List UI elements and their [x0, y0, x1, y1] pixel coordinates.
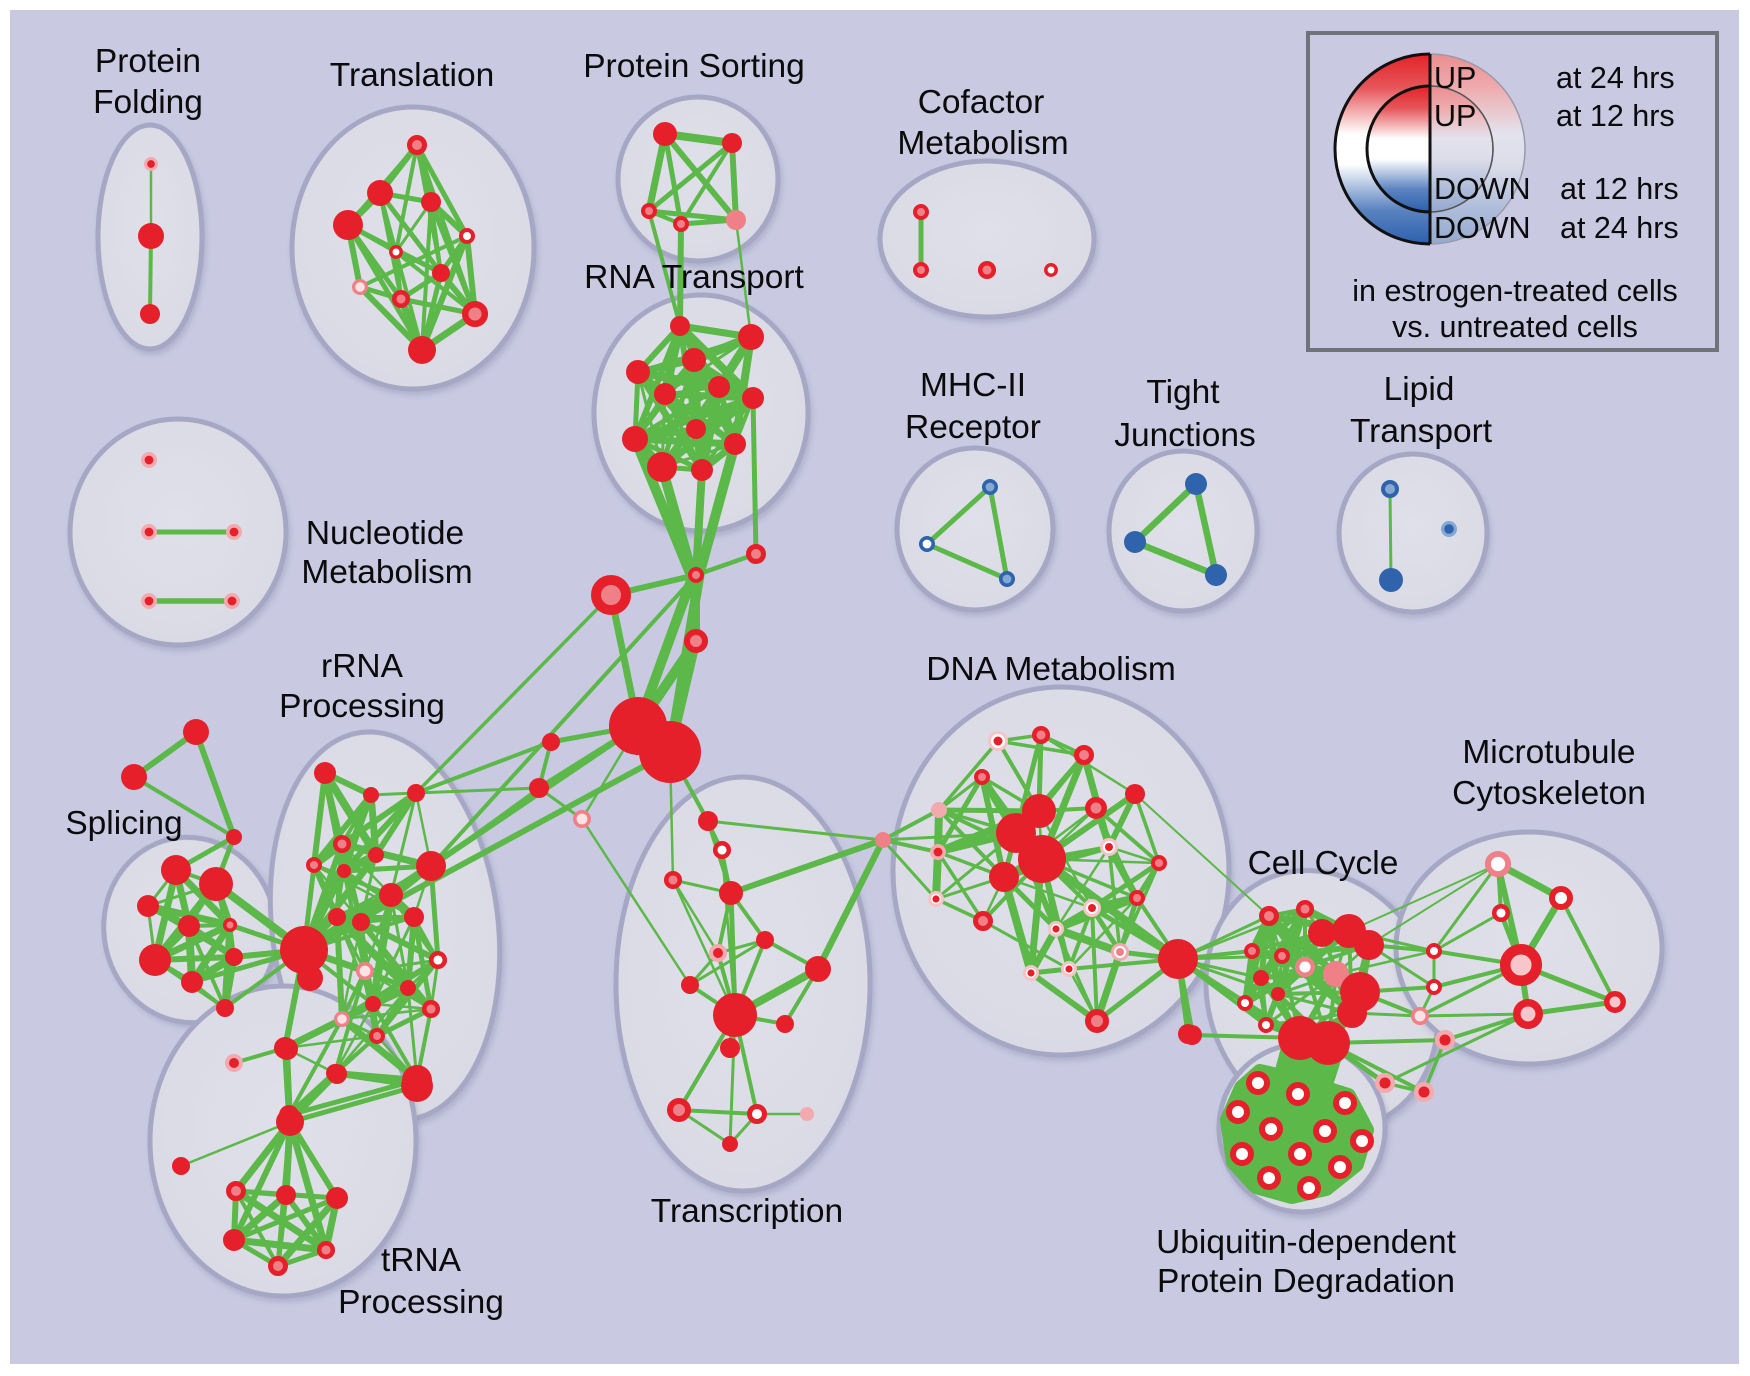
- svg-text:Cofactor: Cofactor: [918, 84, 1045, 121]
- svg-text:Protein: Protein: [95, 43, 201, 80]
- svg-text:Translation: Translation: [330, 57, 494, 94]
- svg-text:at 12 hrs: at 12 hrs: [1560, 172, 1679, 206]
- svg-text:UP: UP: [1434, 61, 1476, 95]
- svg-text:Cell Cycle: Cell Cycle: [1248, 845, 1399, 882]
- svg-text:at 24 hrs: at 24 hrs: [1556, 61, 1675, 95]
- svg-text:Receptor: Receptor: [905, 409, 1041, 446]
- svg-text:Microtubule: Microtubule: [1462, 734, 1635, 771]
- svg-text:Processing: Processing: [279, 688, 445, 725]
- svg-text:Splicing: Splicing: [65, 805, 182, 842]
- svg-text:Protein Degradation: Protein Degradation: [1157, 1263, 1455, 1300]
- svg-text:vs. untreated cells: vs. untreated cells: [1392, 310, 1638, 344]
- svg-text:Processing: Processing: [338, 1284, 504, 1321]
- svg-text:Transcription: Transcription: [651, 1193, 843, 1230]
- svg-text:Cytoskeleton: Cytoskeleton: [1452, 775, 1646, 812]
- svg-text:in estrogen-treated cells: in estrogen-treated cells: [1352, 274, 1678, 308]
- svg-text:DOWN: DOWN: [1434, 211, 1531, 245]
- svg-text:DNA Metabolism: DNA Metabolism: [926, 651, 1175, 688]
- svg-text:at 12 hrs: at 12 hrs: [1556, 99, 1675, 133]
- svg-text:rRNA: rRNA: [321, 648, 404, 685]
- svg-text:Ubiquitin-dependent: Ubiquitin-dependent: [1156, 1224, 1457, 1261]
- svg-text:tRNA: tRNA: [381, 1242, 462, 1279]
- svg-text:DOWN: DOWN: [1434, 172, 1531, 206]
- svg-text:RNA Transport: RNA Transport: [584, 259, 804, 296]
- svg-text:Tight: Tight: [1146, 374, 1220, 411]
- svg-text:UP: UP: [1434, 99, 1476, 133]
- svg-text:Transport: Transport: [1350, 413, 1493, 450]
- svg-text:Lipid: Lipid: [1384, 371, 1455, 408]
- svg-text:Junctions: Junctions: [1114, 417, 1256, 454]
- svg-text:Protein Sorting: Protein Sorting: [583, 48, 805, 85]
- svg-text:Metabolism: Metabolism: [301, 554, 472, 591]
- svg-text:Folding: Folding: [93, 84, 203, 121]
- svg-text:Nucleotide: Nucleotide: [306, 515, 464, 552]
- svg-text:at 24 hrs: at 24 hrs: [1560, 211, 1679, 245]
- svg-text:Metabolism: Metabolism: [897, 125, 1068, 162]
- svg-text:MHC-II: MHC-II: [920, 367, 1026, 404]
